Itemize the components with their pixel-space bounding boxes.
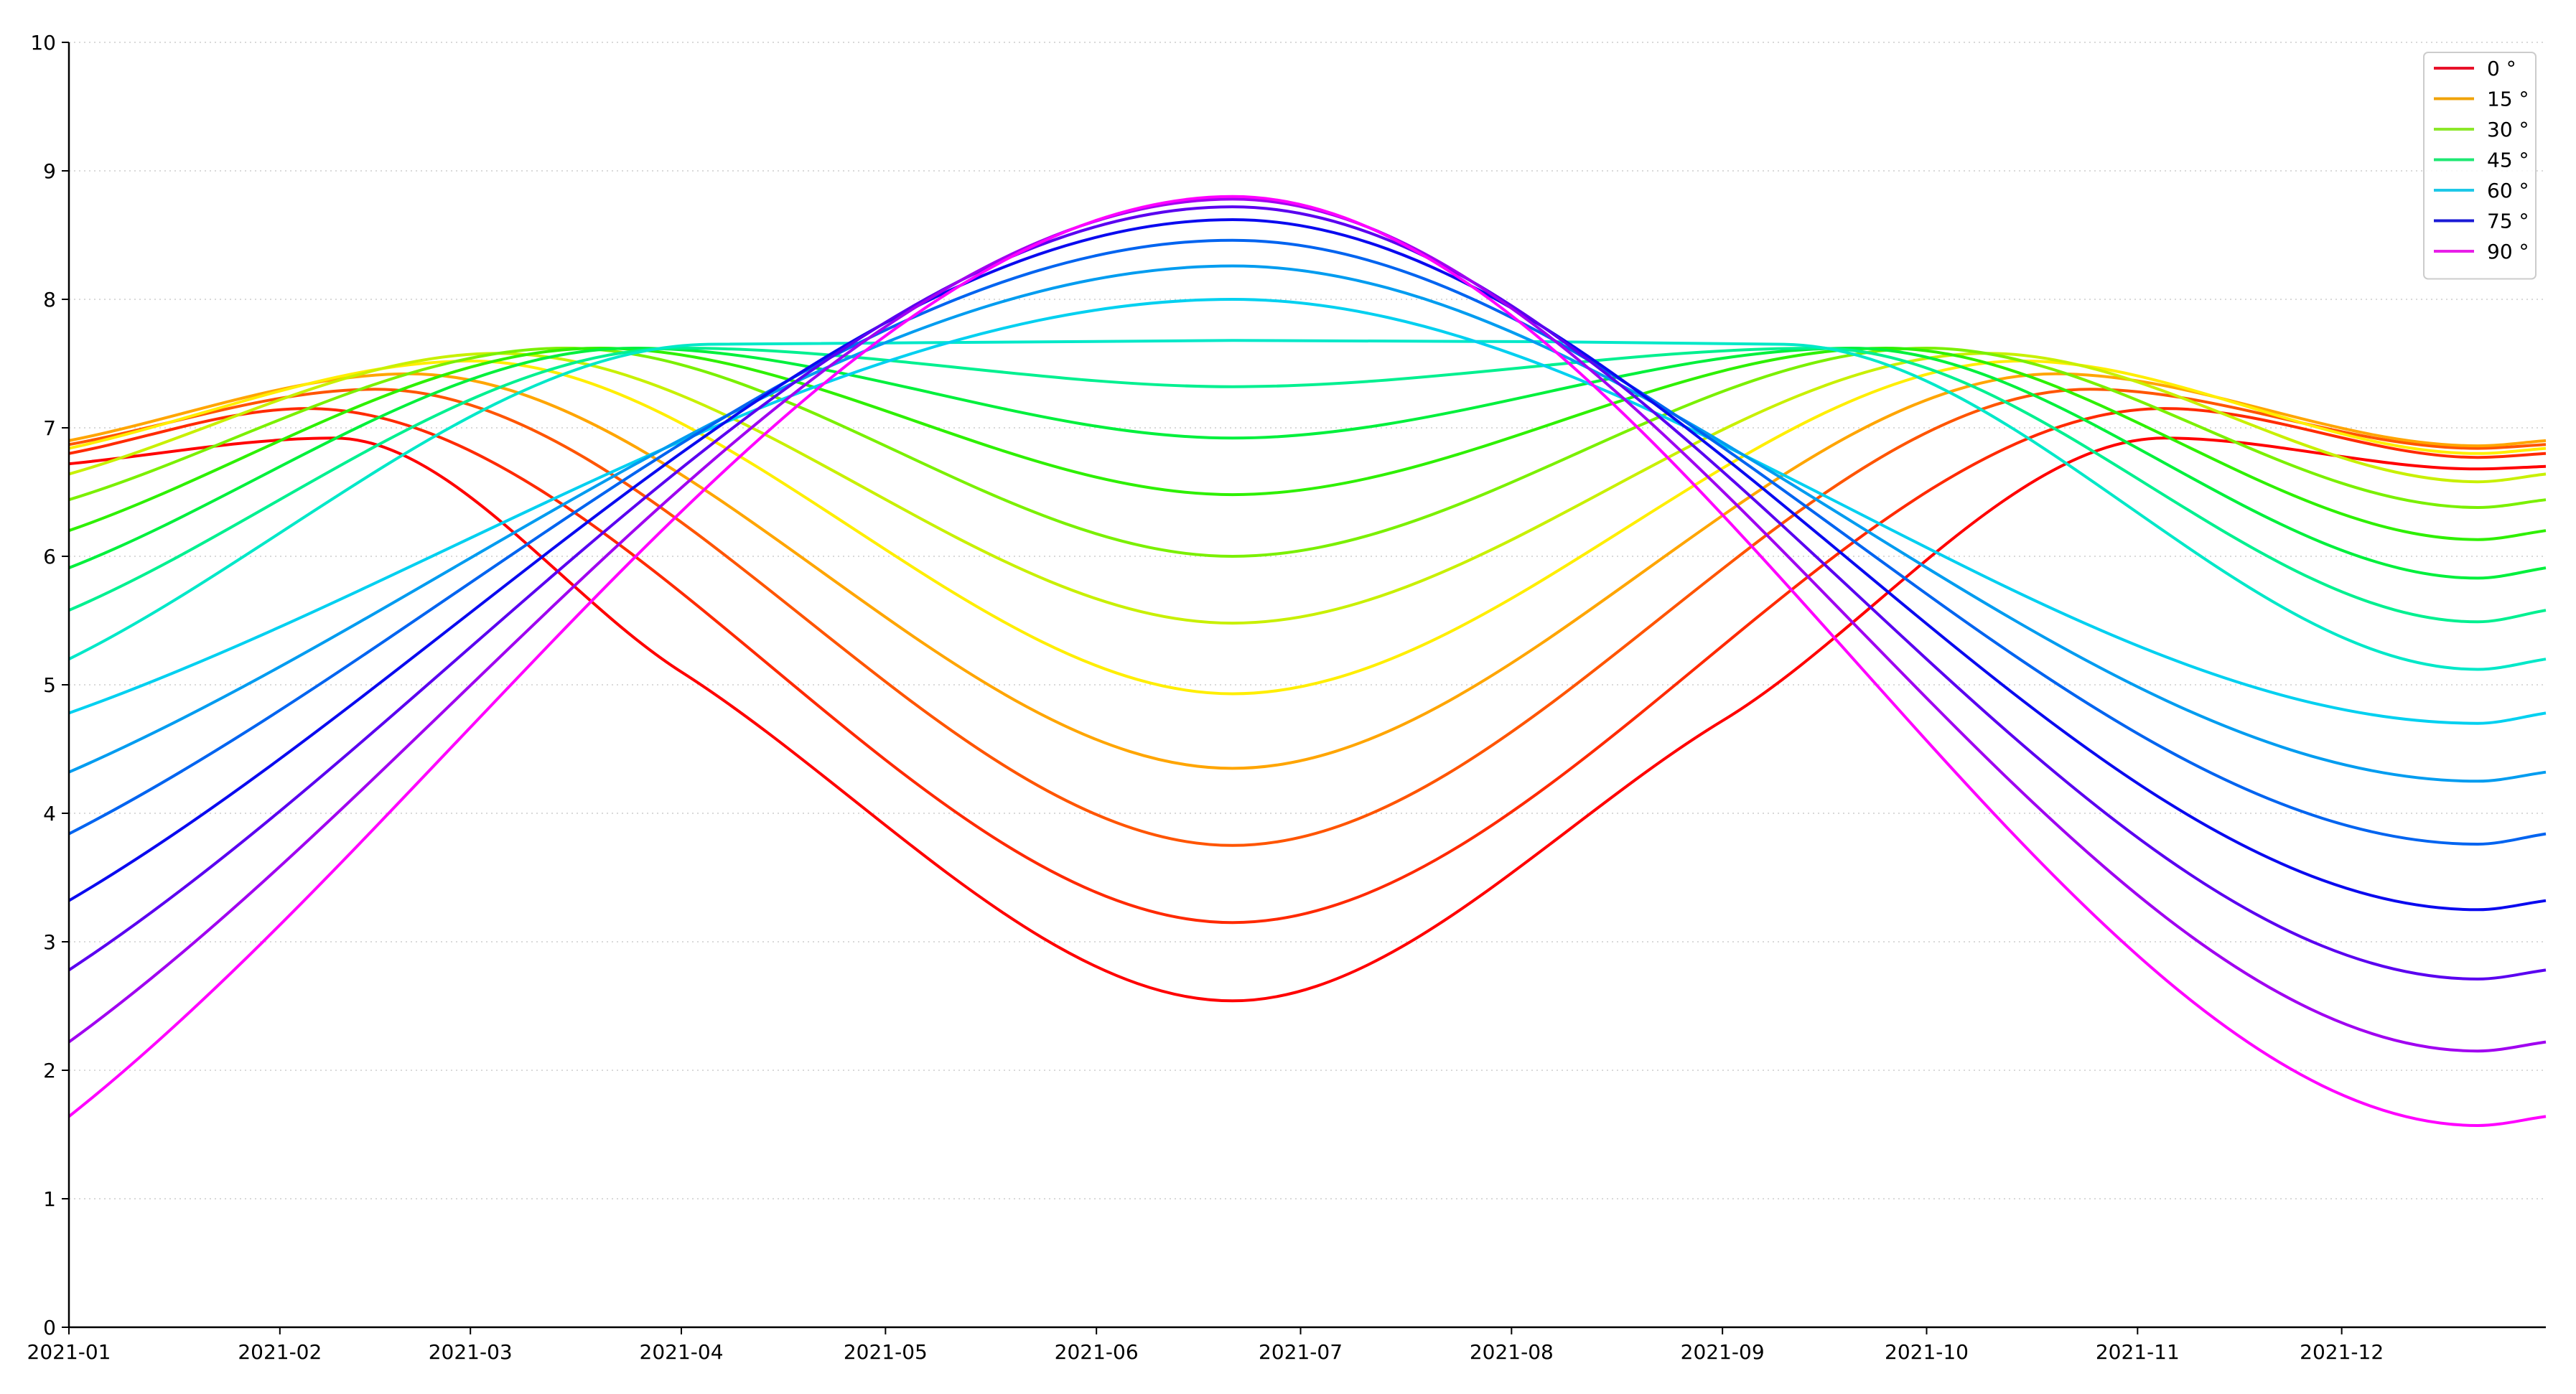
x-tick-label: 2021-05 bbox=[844, 1340, 928, 1364]
legend-label: 45 ° bbox=[2487, 149, 2529, 172]
y-tick-label: 2 bbox=[43, 1059, 56, 1082]
x-tick-label: 2021-12 bbox=[2300, 1340, 2384, 1364]
x-tick-label: 2021-03 bbox=[429, 1340, 513, 1364]
x-tick-label: 2021-06 bbox=[1055, 1340, 1139, 1364]
y-tick-label: 3 bbox=[43, 930, 56, 954]
x-ticks: 2021-01 2021-02 2021-03 2021-04 2021-05 2021-… bbox=[27, 1327, 2384, 1364]
x-tick-label: 2021-10 bbox=[1885, 1340, 1969, 1364]
series-line-5 bbox=[68, 352, 2547, 625]
y-tick-label: 5 bbox=[43, 673, 56, 697]
legend-frame bbox=[2423, 52, 2537, 280]
legend-label: 60 ° bbox=[2487, 179, 2529, 202]
series-line-14 bbox=[67, 218, 2547, 912]
legend-label: 75 ° bbox=[2487, 210, 2529, 233]
series-line-17 bbox=[67, 195, 2547, 1127]
x-tick-label: 2021-11 bbox=[2096, 1340, 2180, 1364]
x-tick-label: 2021-02 bbox=[238, 1340, 322, 1364]
y-tick-label: 9 bbox=[43, 159, 56, 183]
x-tick-label: 2021-08 bbox=[1470, 1340, 1554, 1364]
x-tick-label: 2021-07 bbox=[1259, 1340, 1343, 1364]
y-tick-label: 7 bbox=[43, 416, 56, 440]
y-grid-lines bbox=[69, 42, 2546, 1199]
series-line-8 bbox=[68, 347, 2547, 580]
x-tick-label: 2021-04 bbox=[640, 1340, 724, 1364]
y-tick-label: 1 bbox=[43, 1187, 56, 1211]
legend-label: 30 ° bbox=[2487, 118, 2529, 141]
x-tick-label: 2021-01 bbox=[27, 1340, 111, 1364]
y-tick-label: 8 bbox=[43, 288, 56, 312]
series-line-11 bbox=[68, 298, 2547, 725]
series-line-10 bbox=[68, 339, 2547, 671]
series-lines bbox=[67, 195, 2547, 1127]
y-tick-label: 0 bbox=[43, 1316, 56, 1339]
series-line-6 bbox=[68, 347, 2547, 558]
legend-label: 0 ° bbox=[2487, 57, 2516, 80]
y-ticks: 0 1 2 3 4 5 6 7 8 9 10 bbox=[30, 31, 69, 1339]
legend-label: 15 ° bbox=[2487, 88, 2529, 111]
legend: 0 ° 15 ° 30 ° 45 ° 60 ° 75 ° 90 ° bbox=[2423, 52, 2537, 280]
y-tick-label: 4 bbox=[43, 802, 56, 825]
series-line-4 bbox=[68, 359, 2547, 696]
legend-label: 90 ° bbox=[2487, 240, 2529, 263]
y-tick-label: 6 bbox=[43, 545, 56, 569]
series-line-15 bbox=[67, 205, 2547, 981]
series-line-12 bbox=[68, 264, 2547, 783]
y-tick-label: 10 bbox=[30, 31, 56, 55]
series-line-9 bbox=[68, 347, 2547, 624]
x-tick-label: 2021-09 bbox=[1681, 1340, 1765, 1364]
series-line-7 bbox=[68, 347, 2547, 541]
series-line-13 bbox=[68, 238, 2547, 846]
series-line-1 bbox=[68, 407, 2547, 925]
